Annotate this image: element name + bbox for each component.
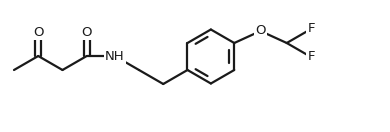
Text: F: F — [307, 51, 315, 63]
Text: O: O — [255, 25, 266, 37]
Text: O: O — [82, 25, 92, 39]
Text: O: O — [33, 25, 44, 39]
Text: F: F — [307, 22, 315, 36]
Text: NH: NH — [105, 50, 124, 62]
